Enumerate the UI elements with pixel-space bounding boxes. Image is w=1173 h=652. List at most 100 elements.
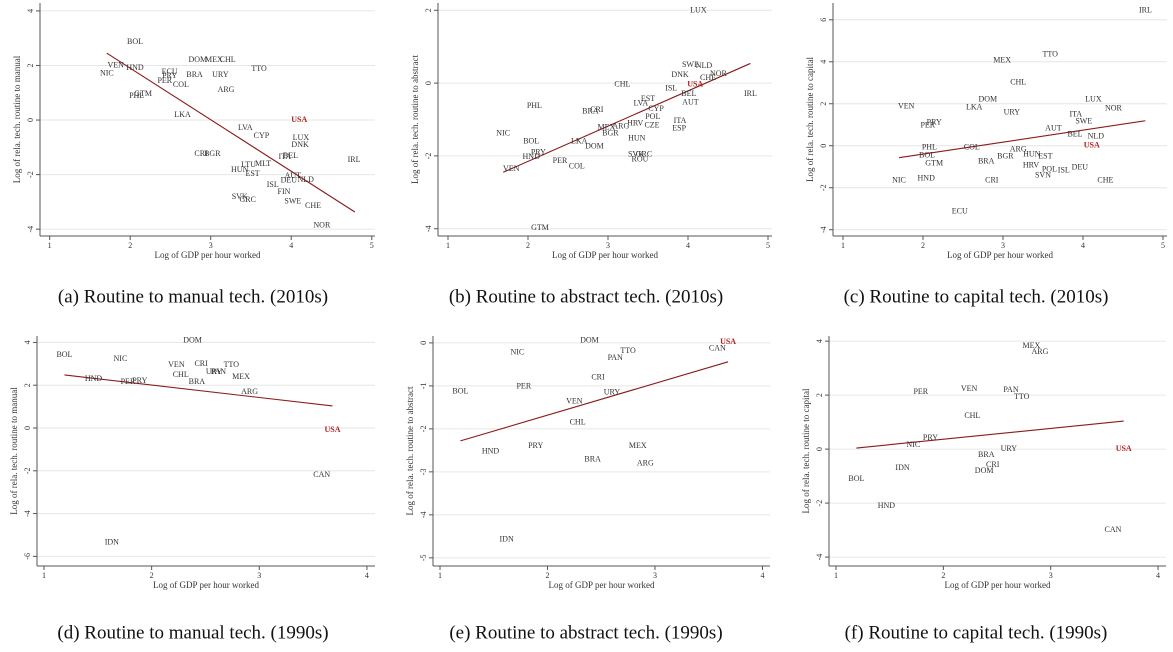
x-tick-label: 1 [841, 241, 845, 250]
x-tick-label: 5 [766, 241, 770, 250]
point-label: GTM [134, 89, 152, 98]
point-label: MEX [629, 441, 647, 450]
x-tick-label: 2 [526, 241, 530, 250]
point-label: ARG [218, 85, 235, 94]
x-tick-label: 3 [1001, 241, 1005, 250]
point-label: VEN [168, 360, 185, 369]
point-label: LVA [633, 99, 648, 108]
x-tick-label: 3 [653, 571, 657, 580]
y-tick-label: -6 [23, 553, 32, 560]
x-tick-label: 4 [1081, 241, 1085, 250]
x-tick-label: 2 [150, 571, 154, 580]
point-label: COL [964, 143, 980, 152]
point-label: CHL [1010, 78, 1026, 87]
point-label: AUT [1045, 124, 1062, 133]
point-label: URY [1001, 444, 1018, 453]
point-label: HND [523, 152, 541, 161]
point-label: DOM [978, 95, 997, 104]
point-label: POL [1042, 164, 1057, 173]
x-tick-label: 4 [686, 241, 690, 250]
x-tick-label: 3 [606, 241, 610, 250]
point-label: CHE [1097, 176, 1113, 185]
caption: (a) Routine to manual tech. (2010s) [58, 286, 328, 307]
x-tick-label: 4 [760, 571, 764, 580]
point-label: LKA [174, 110, 191, 119]
point-label: BGR [997, 151, 1014, 160]
point-label: HND [878, 501, 896, 510]
y-tick-label: 0 [26, 118, 35, 122]
point-label: CHL [173, 370, 189, 379]
point-label: SWE [682, 60, 699, 69]
point-label: PHL [527, 101, 542, 110]
point-label: HND [126, 63, 144, 72]
point-label: DOM [975, 466, 994, 475]
point-label: MEX [232, 372, 250, 381]
point-label: CRI [590, 105, 604, 114]
point-label: IRL [1139, 6, 1152, 15]
x-tick-label: 3 [209, 241, 213, 250]
point-label: MEX [598, 123, 616, 132]
x-tick-label: 5 [370, 241, 374, 250]
y-tick-label: 0 [424, 81, 433, 85]
y-tick-label: 0 [419, 341, 428, 345]
y-tick-label: 4 [26, 9, 35, 13]
y-tick-label: -4 [26, 226, 35, 233]
x-tick-label: 2 [921, 241, 925, 250]
point-label: COL [173, 80, 189, 89]
x-tick-label: 4 [365, 571, 369, 580]
point-label: PAN [211, 367, 226, 376]
point-label: IDN [105, 538, 119, 547]
point-label: VEN [566, 397, 583, 406]
y-tick-label: -2 [424, 153, 433, 160]
x-tick-label: 2 [545, 571, 549, 580]
y-tick-label: 4 [23, 340, 32, 344]
caption: (e) Routine to abstract tech. (1990s) [449, 622, 722, 643]
point-label: URY [1004, 108, 1021, 117]
point-label: ARG [1032, 347, 1049, 356]
point-label: NIC [114, 354, 128, 363]
y-tick-label: 0 [815, 447, 824, 451]
point-label: VEN [898, 102, 915, 111]
x-tick-label: 1 [446, 241, 450, 250]
point-label: EST [1038, 151, 1052, 160]
point-label: AUT [285, 171, 302, 180]
point-label: TTO [1042, 50, 1058, 59]
point-label: PER [913, 387, 928, 396]
point-label: CAN [313, 470, 330, 479]
fit-line [502, 62, 751, 173]
point-label: BOL [452, 387, 468, 396]
y-tick-label: 2 [23, 383, 32, 387]
point-label: HRV [1023, 161, 1039, 170]
point-label: TTO [1014, 392, 1030, 401]
point-label: HUN [628, 134, 646, 143]
point-label: PRY [528, 441, 543, 450]
point-label: NOR [710, 69, 728, 78]
point-label: IDN [895, 463, 909, 472]
x-tick-label: 2 [941, 571, 945, 580]
point-label: CYP [254, 131, 270, 140]
point-label: LKA [571, 137, 588, 146]
point-label: FIN [278, 187, 291, 196]
point-label: PER [157, 76, 172, 85]
point-label: HND [85, 374, 103, 383]
x-axis-label: Log of GDP per hour worked [947, 250, 1053, 260]
point-label: DEU [281, 176, 298, 185]
x-tick-label: 3 [257, 571, 261, 580]
point-label: MEX [205, 55, 223, 64]
point-label: IRL [348, 155, 361, 164]
y-tick-label: 4 [819, 60, 828, 64]
y-tick-label: -4 [819, 226, 828, 233]
point-label: CHL [570, 418, 586, 427]
point-label: LTU [241, 160, 256, 169]
y-axis-label: Log of rela. tech. routine to capital [805, 57, 815, 182]
caption: (d) Routine to manual tech. (1990s) [57, 622, 328, 643]
point-label: ARG [612, 122, 629, 131]
point-label: TTO [620, 346, 636, 355]
x-axis-label: Log of GDP per hour worked [153, 580, 259, 590]
point-label: NOR [1105, 104, 1123, 113]
y-tick-label: -2 [815, 500, 824, 507]
point-label: GTM [925, 159, 943, 168]
point-label: CYP [648, 104, 664, 113]
point-label: SVK [232, 192, 248, 201]
